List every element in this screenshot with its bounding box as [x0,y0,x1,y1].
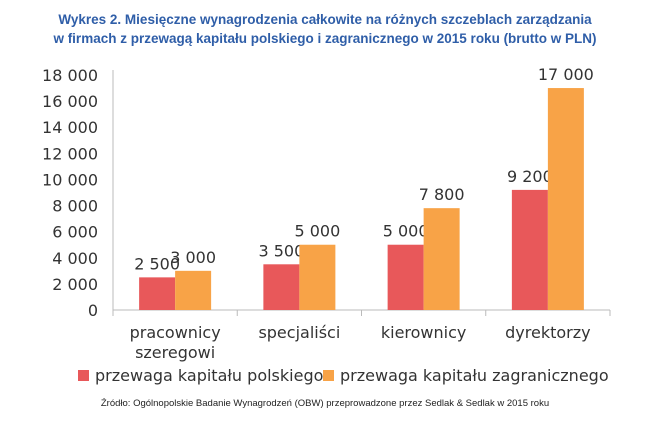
data-label-foreign: 7 800 [419,185,465,204]
y-tick-label: 14 000 [42,118,98,137]
source-note: Źródło: Ogólnopolskie Badanie Wynagrodze… [100,398,550,409]
legend-label-polish: przewaga kapitału polskiego [95,366,324,385]
bar-chart: 0 2 000 4 000 6 000 8 000 10 000 12 000 14 000 1… [42,65,611,362]
data-label-polish: 9 200 [507,167,553,186]
bar-foreign [423,208,460,310]
data-label-polish: 5 000 [383,222,429,241]
bar-polish [387,244,424,310]
y-tick-label: 18 000 [42,66,98,85]
legend-label-foreign: przewaga kapitału zagranicznego [340,366,609,385]
x-tick-label: specjaliści [258,323,340,342]
y-tick-label: 4 000 [52,249,98,268]
legend-item-polish: przewaga kapitału polskiego [78,366,323,385]
bar-foreign [175,270,212,310]
chart-title-line-2: w firmach z przewagą kapitału polskiego … [53,31,597,46]
data-label-polish: 3 500 [258,241,304,260]
y-tick-label: 8 000 [52,197,98,216]
x-tick-label: pracownicy [130,323,221,342]
x-tick-label: szeregowi [135,343,215,362]
legend-item-foreign: przewaga kapitału zagranicznego [323,366,609,385]
bar-foreign [299,244,336,310]
x-tick-label: dyrektorzy [505,323,590,342]
chart-title-line-1: Wykres 2. Miesięczne wynagrodzenia całko… [58,12,592,27]
legend-swatch-foreign [323,370,334,381]
bar-polish [511,189,548,310]
y-tick-label: 0 [88,301,98,320]
data-label-foreign: 5 000 [294,222,340,241]
bar-polish [263,264,300,310]
bar-polish [139,277,176,310]
x-tick-label: kierownicy [381,323,467,342]
y-tick-label: 6 000 [52,223,98,242]
chart-title: Wykres 2. Miesięczne wynagrodzenia całko… [0,10,650,48]
data-label-polish: 2 500 [134,254,180,273]
data-label-foreign: 17 000 [538,65,594,84]
y-tick-label: 2 000 [52,275,98,294]
bar-foreign [547,88,584,310]
legend-swatch-polish [78,370,89,381]
y-tick-label: 10 000 [42,170,98,189]
y-tick-label: 12 000 [42,144,98,163]
data-label-foreign: 3 000 [170,248,216,267]
y-tick-label: 16 000 [42,92,98,111]
